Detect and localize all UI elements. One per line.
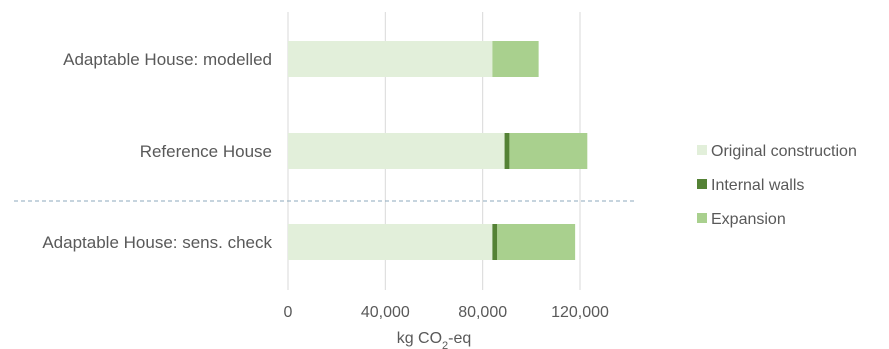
x-axis-title-subscript: 2 [442,340,448,349]
bar-segment-1-1 [504,133,510,169]
x-axis-title: kg CO2-eq [397,330,472,349]
category-label-0: Adaptable House: modelled [63,50,272,69]
bar-segment-1-0 [288,133,505,169]
x-axis-title-suffix: -eq [448,330,471,347]
legend-label-0: Original construction [711,143,857,160]
x-axis-title-main: kg CO [397,330,442,347]
bar-segment-2-1 [492,224,498,260]
legend-swatch-1 [697,179,707,189]
category-label-1: Reference House [140,142,272,161]
bar-segment-1-2 [509,133,588,169]
x-tick-label-1: 40,000 [361,304,410,321]
legend-swatch-2 [697,213,707,223]
bar-segment-2-2 [497,224,576,260]
bars [288,41,588,260]
category-labels: Adaptable House: modelled Reference House… [42,50,272,252]
bar-segment-0-2 [492,41,539,77]
legend-label-2: Expansion [711,211,786,228]
legend-swatch-0 [697,145,707,155]
bar-segment-2-0 [288,224,493,260]
x-tick-label-0: 0 [284,304,293,321]
legend-label-1: Internal walls [711,177,804,194]
x-tick-label-3: 120,000 [551,304,609,321]
legend: Original construction Internal walls Expan… [697,143,857,228]
x-tick-labels: 0 40,000 80,000 120,000 [284,304,609,321]
bar-segment-0-0 [288,41,493,77]
x-tick-label-2: 80,000 [458,304,507,321]
category-label-2: Adaptable House: sens. check [42,233,272,252]
